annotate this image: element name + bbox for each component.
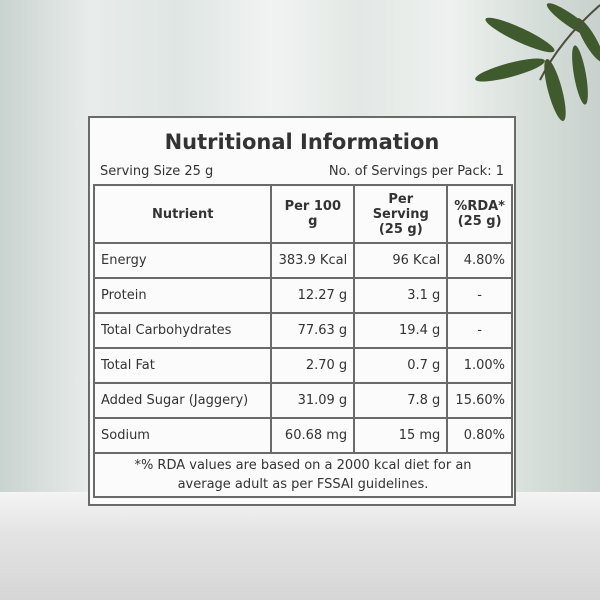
table-cell: 12.27 g xyxy=(270,277,356,314)
nutrition-table: Nutrient Per 100 g Per Serving (25 g) %RDA*… xyxy=(92,184,513,498)
leaves xyxy=(475,3,600,121)
footnote-row: *% RDA values are based on a 2000 kcal d… xyxy=(93,452,513,498)
table-cell: 3.1 g xyxy=(353,277,449,314)
table-row: Total Fat 2.70 g 0.7 g 1.00% xyxy=(92,347,513,384)
table-cell: 4.80% xyxy=(446,242,513,279)
table-row: Protein 12.27 g 3.1 g- xyxy=(92,277,513,314)
header-cell: Nutrient xyxy=(92,184,273,244)
table-cell: Total Fat xyxy=(92,347,273,384)
header-cell: Per Serving (25 g) xyxy=(353,184,449,244)
table-cell: 96 Kcal xyxy=(353,242,449,279)
table-cell: 1.00% xyxy=(446,347,513,384)
table-cell: 31.09 g xyxy=(270,382,356,419)
table-cell: - xyxy=(446,312,513,349)
table-row: Added Sugar (Jaggery) 31.09 g 7.8 g 15.60% xyxy=(92,382,513,419)
table-cell: Protein xyxy=(92,277,273,314)
table-cell: Total Carbohydrates xyxy=(92,312,273,349)
table-cell: Added Sugar (Jaggery) xyxy=(92,382,273,419)
table-cell: 7.8 g xyxy=(353,382,449,419)
table-row: Sodium 60.68 mg 15 mg 0.80% xyxy=(92,417,513,454)
nutrition-label: Nutritional Information Serving Size 25 … xyxy=(88,116,516,506)
table-cell: 60.68 mg xyxy=(270,417,356,454)
shelf xyxy=(0,492,600,600)
table-cell: 15 mg xyxy=(353,417,449,454)
header-cell: %RDA* (25 g) xyxy=(446,184,513,244)
table-cell: 2.70 g xyxy=(270,347,356,384)
table-cell: Sodium xyxy=(92,417,273,454)
table-cell: 0.7 g xyxy=(353,347,449,384)
title: Nutritional Information xyxy=(164,130,440,154)
table-cell: 77.63 g xyxy=(270,312,356,349)
header-cell: Per 100 g xyxy=(270,184,356,244)
table-cell: 15.60% xyxy=(446,382,513,419)
table-cell: 0.80% xyxy=(446,417,513,454)
table-cell: 383.9 Kcal xyxy=(270,242,356,279)
table-cell: 19.4 g xyxy=(353,312,449,349)
serving-size: Serving Size 25 g xyxy=(100,164,214,179)
table-cell: - xyxy=(446,277,513,314)
header-row: Nutrient Per 100 g Per Serving (25 g) %RDA*… xyxy=(92,184,513,244)
table-row: Total Carbohydrates 77.63 g 19.4 g- xyxy=(92,312,513,349)
servings-per-pack: No. of Servings per Pack: 1 xyxy=(328,164,504,179)
footnote: *% RDA values are based on a 2000 kcal d… xyxy=(93,452,513,498)
table-row: Energy 383.9 Kcal 96 Kcal 4.80% xyxy=(92,242,513,279)
table-cell: Energy xyxy=(92,242,273,279)
